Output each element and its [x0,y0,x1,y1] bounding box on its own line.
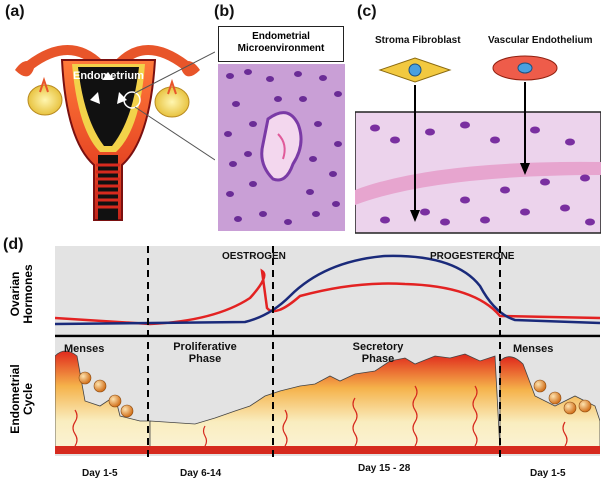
oestrogen-label: OESTROGEN [222,251,286,262]
panel-a-letter: (a) [5,3,25,20]
phase-menses-2: Menses [513,343,554,355]
hormone-panel-bg [55,246,600,336]
day-label-1: Day 1-5 [82,468,118,479]
progesterone-curve [55,254,600,326]
day-label-2: Day 6-14 [180,468,222,479]
phase-menses-1: Menses [64,343,105,355]
endometrial-cycle-row-label: Endometrial Cycle [8,364,35,434]
menstrual-cycle-diagram [55,246,600,461]
day-label-3: Day 15 - 28 [358,463,411,474]
ovarian-hormones-row-label: Ovarian Hormones [8,264,35,324]
day-label-4: Day 1-5 [530,468,566,479]
vascular-endothelium-label: Vascular Endothelium [488,35,593,46]
oestrogen-curve [55,268,600,326]
uterus-illustration [15,45,215,221]
gland-lumen [260,111,303,182]
stroma-fibroblast-label: Stroma Fibroblast [375,35,461,46]
histology-image-b [218,64,345,231]
panel-b-letter: (b) [214,3,235,20]
right-ovary [154,86,190,118]
progesterone-label: PROGESTERONE [430,251,515,262]
left-ovary [27,84,63,116]
magnify-circle [123,91,141,109]
phase-proliferative: Proliferative Phase [173,341,237,365]
cell-diagram-c [355,55,601,234]
panel-d-letter: (d) [3,236,24,253]
panel-c-letter: (c) [357,3,377,20]
endometrium-label: Endometrium [73,70,144,82]
phase-secretory: Secretory Phase [352,341,404,365]
microenvironment-title: Endometrial Microenvironment [218,26,344,62]
